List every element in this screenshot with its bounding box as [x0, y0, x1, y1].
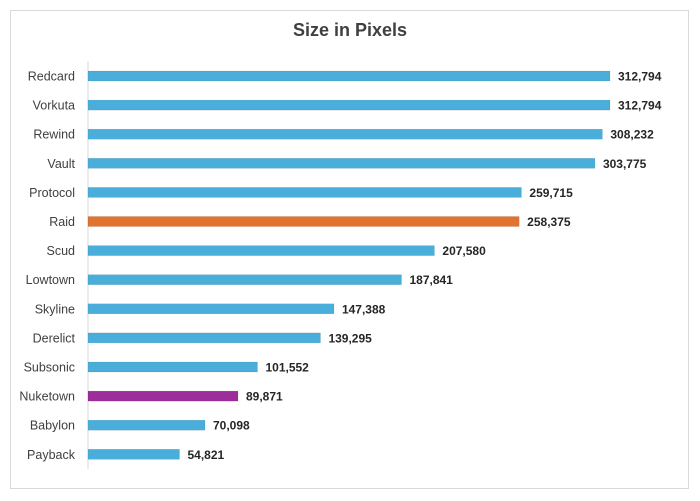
value-label-lowtown: 187,841	[409, 273, 453, 287]
value-label-derelict: 139,295	[328, 331, 372, 345]
bar-lowtown	[87, 274, 402, 285]
value-label-vault: 303,775	[603, 157, 647, 171]
bar-payback	[87, 449, 180, 460]
category-label-redcard: Redcard	[28, 70, 75, 84]
category-label-vault: Vault	[47, 157, 75, 171]
category-label-derelict: Derelict	[33, 331, 76, 345]
bar-vorkuta	[87, 99, 611, 111]
value-label-babylon: 70,098	[213, 419, 250, 433]
value-label-nuketown: 89,871	[246, 390, 283, 404]
value-label-rewind: 308,232	[610, 128, 654, 142]
value-label-raid: 258,375	[527, 215, 571, 229]
value-label-redcard: 312,794	[618, 70, 662, 84]
value-label-subsonic: 101,552	[265, 361, 309, 375]
category-label-protocol: Protocol	[29, 186, 75, 200]
value-label-payback: 54,821	[187, 448, 224, 462]
bar-subsonic	[87, 361, 258, 373]
value-label-scud: 207,580	[442, 244, 486, 258]
value-label-skyline: 147,388	[342, 302, 386, 316]
bar-nuketown	[87, 390, 239, 402]
bar-rewind	[87, 128, 603, 140]
value-label-protocol: 259,715	[529, 186, 573, 200]
bar-redcard	[87, 70, 611, 82]
category-label-rewind: Rewind	[33, 128, 75, 142]
category-label-skyline: Skyline	[35, 302, 75, 316]
bar-protocol	[87, 187, 522, 198]
category-label-subsonic: Subsonic	[24, 361, 75, 375]
category-label-raid: Raid	[49, 215, 75, 229]
bar-babylon	[87, 419, 206, 431]
value-label-vorkuta: 312,794	[618, 99, 662, 113]
bar-scud	[87, 245, 435, 256]
category-label-vorkuta: Vorkuta	[33, 99, 75, 113]
bar-vault	[87, 158, 596, 169]
category-label-nuketown: Nuketown	[19, 390, 75, 404]
category-label-payback: Payback	[27, 448, 76, 462]
bar-derelict	[87, 332, 321, 344]
bar-skyline	[87, 303, 335, 315]
chart-title: Size in Pixels	[292, 20, 408, 40]
category-label-scud: Scud	[47, 244, 76, 258]
bar-raid	[87, 216, 520, 227]
category-label-lowtown: Lowtown	[26, 273, 75, 287]
category-label-babylon: Babylon	[30, 419, 75, 433]
